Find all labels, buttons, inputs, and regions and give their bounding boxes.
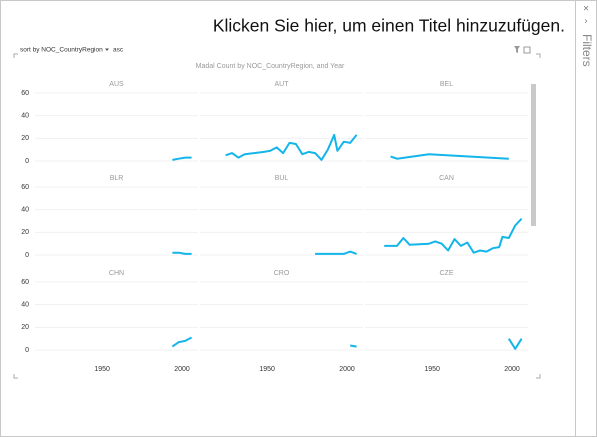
x-tick-label: 2000 [339, 366, 355, 373]
x-tick-label: 1950 [94, 366, 110, 373]
line [225, 133, 358, 161]
collapse-button[interactable]: › [585, 15, 588, 25]
popout-icon[interactable] [523, 46, 531, 54]
line [507, 338, 523, 350]
panel-title: AUT [275, 81, 290, 88]
sort-arrow[interactable] [105, 48, 109, 52]
line [315, 250, 357, 255]
close-button[interactable]: × [583, 4, 589, 15]
corner-marks [13, 53, 541, 379]
panel-title: AUS [109, 81, 124, 88]
y-tick-label: 0 [25, 252, 29, 259]
sort-order[interactable]: asc [113, 47, 124, 54]
y-tick-label: 0 [25, 347, 29, 354]
line [390, 153, 509, 160]
x-tick-label: 2000 [174, 366, 190, 373]
y-tick-label: 20 [21, 324, 29, 331]
panel-title: BUL [275, 175, 289, 182]
y-tick-label: 60 [21, 184, 29, 191]
panel-title: CAN [439, 175, 454, 182]
plot-area: AUS 0 20 40 60 AUT BEL BLR 0 20 40 60 BUL CAN CHN 0 20 40… [21, 81, 528, 373]
x-tick-label: 1950 [259, 366, 275, 373]
panel-title: BLR [110, 175, 124, 182]
scrollbar[interactable] [531, 84, 536, 226]
y-tick-label: 60 [21, 279, 29, 286]
y-tick-label: 20 [21, 135, 29, 142]
sort-by[interactable]: sort by NOC_CountryRegion [20, 47, 103, 54]
line [384, 218, 523, 254]
y-tick-label: 40 [21, 113, 29, 120]
x-tick-label: 2000 [504, 366, 520, 373]
chart-title: Madal Count by NOC_CountryRegion, and Ye… [196, 63, 345, 70]
panel-title: CHN [109, 270, 124, 277]
filters-label[interactable]: Filters [580, 34, 594, 67]
panel-title: BEL [440, 81, 453, 88]
y-tick-label: 20 [21, 229, 29, 236]
y-tick-label: 0 [25, 158, 29, 165]
y-tick-label: 60 [21, 90, 29, 97]
filter-icon[interactable] [514, 46, 520, 53]
line [172, 251, 192, 255]
line [350, 344, 357, 348]
panel-title: CZE [440, 270, 454, 277]
line [172, 156, 192, 161]
panel-title: CRO [274, 270, 290, 277]
y-tick-label: 40 [21, 207, 29, 214]
x-tick-label: 1950 [424, 366, 440, 373]
line [171, 336, 193, 348]
y-tick-label: 40 [21, 302, 29, 309]
page-title[interactable]: Klicken Sie hier, um einen Titel hinzuzu… [213, 16, 565, 36]
